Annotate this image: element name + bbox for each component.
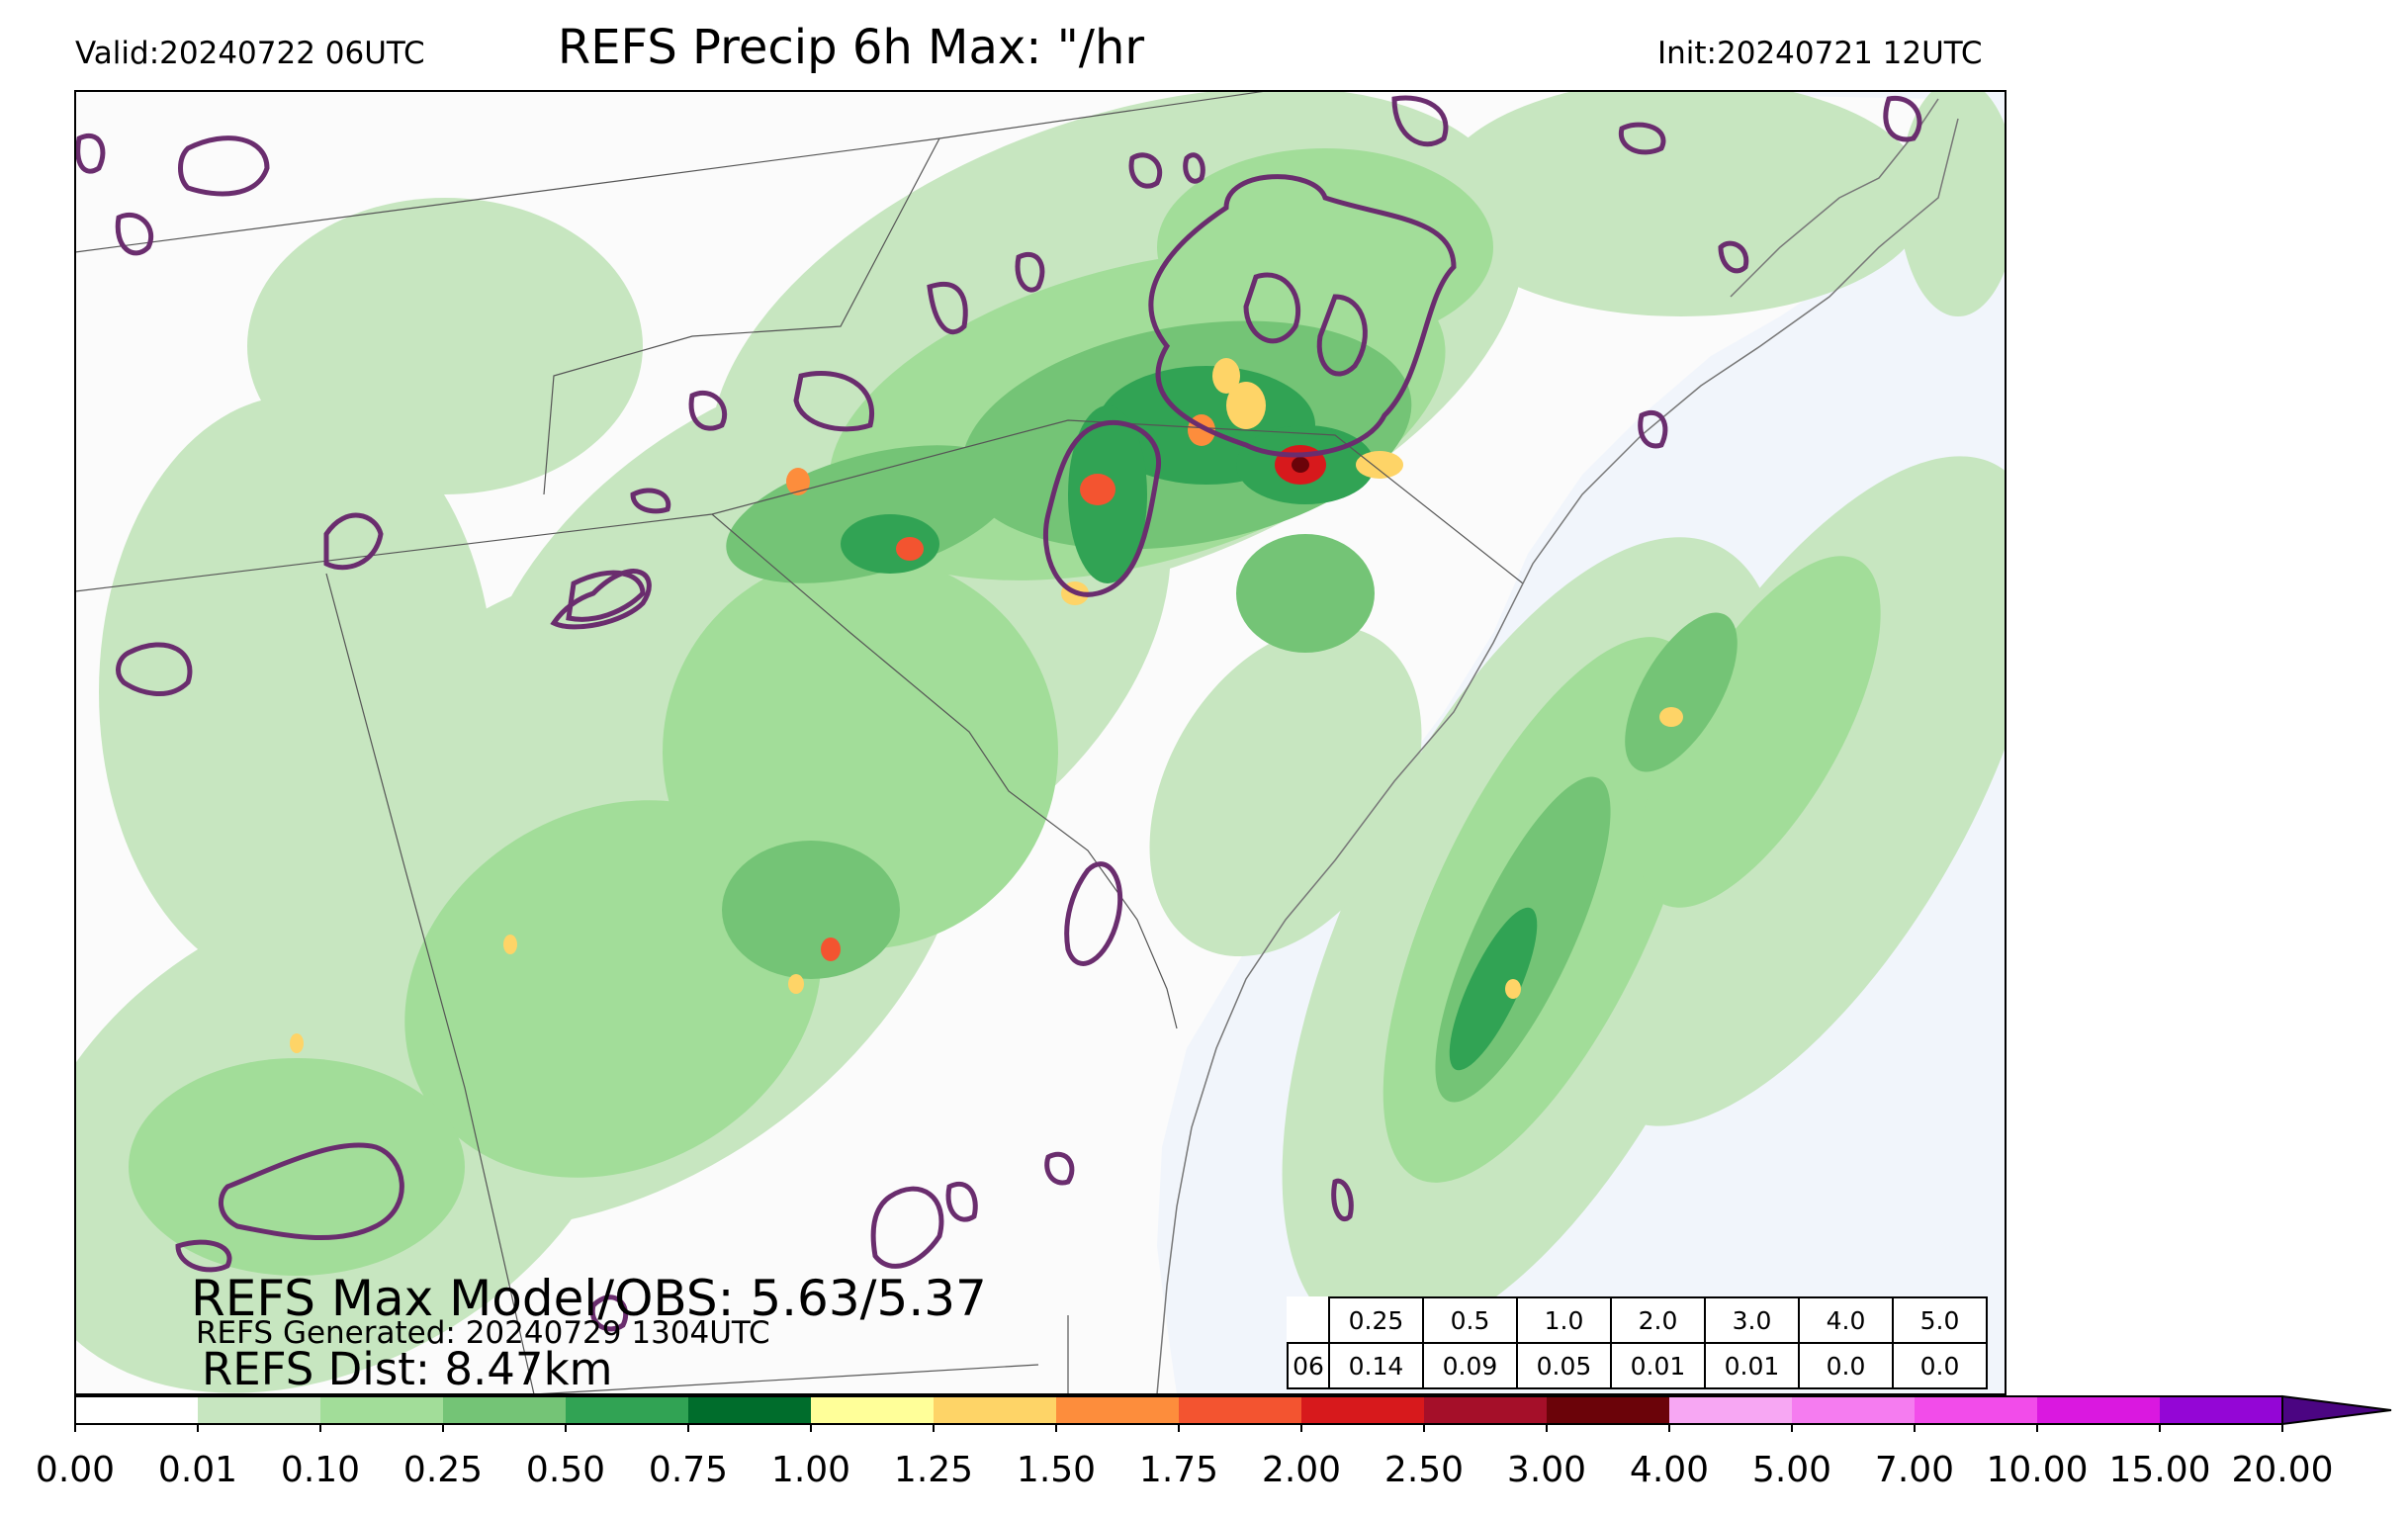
colorbar-segment (1056, 1396, 1179, 1424)
colorbar-tick-label: 2.00 (1261, 1450, 1342, 1490)
colorbar-segment (1301, 1396, 1424, 1424)
colorbar-segment (75, 1396, 198, 1424)
colorbar (74, 1394, 2392, 1432)
map-title: REFS Precip 6h Max: "/hr (0, 20, 2408, 75)
init-time: Init:20240721 12UTC (1657, 36, 1983, 71)
map-frame (74, 90, 2007, 1395)
value-cell: 0.09 (1422, 1342, 1518, 1389)
threshold-cell: 2.0 (1610, 1296, 1706, 1344)
colorbar-segment (566, 1396, 688, 1424)
colorbar-segment (1547, 1396, 1669, 1424)
coastline (1156, 118, 1959, 1394)
table-corner (1288, 1297, 1329, 1343)
threshold-cell: 0.25 (1328, 1296, 1424, 1344)
value-cell: 0.0 (1798, 1342, 1894, 1389)
colorbar-tick-label: 4.00 (1629, 1450, 1710, 1490)
threshold-cell: 1.0 (1516, 1296, 1612, 1344)
values-row: 06 0.14 0.09 0.05 0.01 0.01 0.0 0.0 (1287, 1342, 1988, 1389)
colorbar-tick-label: 3.00 (1506, 1450, 1587, 1490)
max-model-obs-text: REFS Max Model/OBS: 5.63/5.37 (191, 1270, 987, 1327)
colorbar-tick-label: 15.00 (2108, 1450, 2211, 1490)
colorbar-segment (1792, 1396, 1915, 1424)
value-cell: 0.01 (1704, 1342, 1800, 1389)
colorbar-tick-label: 0.50 (525, 1450, 606, 1490)
colorbar-tick-label: 1.25 (893, 1450, 974, 1490)
dist-text: REFS Dist: 8.47km (202, 1343, 613, 1395)
threshold-cell: 5.0 (1892, 1296, 1988, 1344)
colorbar-segment (811, 1396, 934, 1424)
colorbar-tick-label: 20.00 (2231, 1450, 2334, 1490)
colorbar-segment (688, 1396, 811, 1424)
colorbar-tick-label: 10.00 (1986, 1450, 2089, 1490)
colorbar-segment (1915, 1396, 2037, 1424)
colorbar-tick-label: 0.10 (280, 1450, 361, 1490)
generated-text: REFS Generated: 20240729 1304UTC (196, 1315, 770, 1351)
colorbar-segment (198, 1396, 320, 1424)
political-boundaries (75, 91, 1524, 1394)
value-cell: 0.01 (1610, 1342, 1706, 1389)
threshold-row: 0.25 0.5 1.0 2.0 3.0 4.0 5.0 (1288, 1296, 1988, 1344)
colorbar-tick-label: 1.50 (1016, 1450, 1097, 1490)
colorbar-tick-label: 7.00 (1874, 1450, 1955, 1490)
colorbar-tick-label: 1.75 (1138, 1450, 1219, 1490)
colorbar-segment (443, 1396, 566, 1424)
colorbar-segment (1179, 1396, 1301, 1424)
colorbar-segment (934, 1396, 1056, 1424)
colorbar-tick-label: 1.00 (770, 1450, 851, 1490)
colorbar-tick-label: 5.00 (1751, 1450, 1832, 1490)
colorbar-tick-label: 2.50 (1383, 1450, 1465, 1490)
colorbar-tick-label: 0.00 (35, 1450, 116, 1490)
colorbar-tick-label: 0.01 (157, 1450, 238, 1490)
value-cell: 0.0 (1892, 1342, 1988, 1389)
value-cell: 0.14 (1328, 1342, 1424, 1389)
row-label: 06 (1287, 1342, 1330, 1389)
threshold-stats-table: 0.25 0.5 1.0 2.0 3.0 4.0 5.0 06 0.14 0.0… (1287, 1296, 1988, 1389)
valid-time: Valid:20240722 06UTC (75, 36, 425, 71)
colorbar-segment (1424, 1396, 1547, 1424)
colorbar-segment (320, 1396, 443, 1424)
observed-precip-contours (75, 95, 1922, 1332)
threshold-cell: 3.0 (1704, 1296, 1800, 1344)
threshold-cell: 0.5 (1422, 1296, 1518, 1344)
map-content (75, 91, 2006, 1394)
map-title-text: REFS Precip 6h Max: "/hr (557, 20, 1145, 75)
colorbar-segment (2037, 1396, 2160, 1424)
colorbar-tick-label: 0.25 (402, 1450, 484, 1490)
value-cell: 0.05 (1516, 1342, 1612, 1389)
colorbar-segment (1669, 1396, 1792, 1424)
colorbar-segment (2160, 1396, 2282, 1424)
threshold-cell: 4.0 (1798, 1296, 1894, 1344)
colorbar-extend-arrow (2281, 1394, 2392, 1426)
colorbar-tick-label: 0.75 (648, 1450, 729, 1490)
